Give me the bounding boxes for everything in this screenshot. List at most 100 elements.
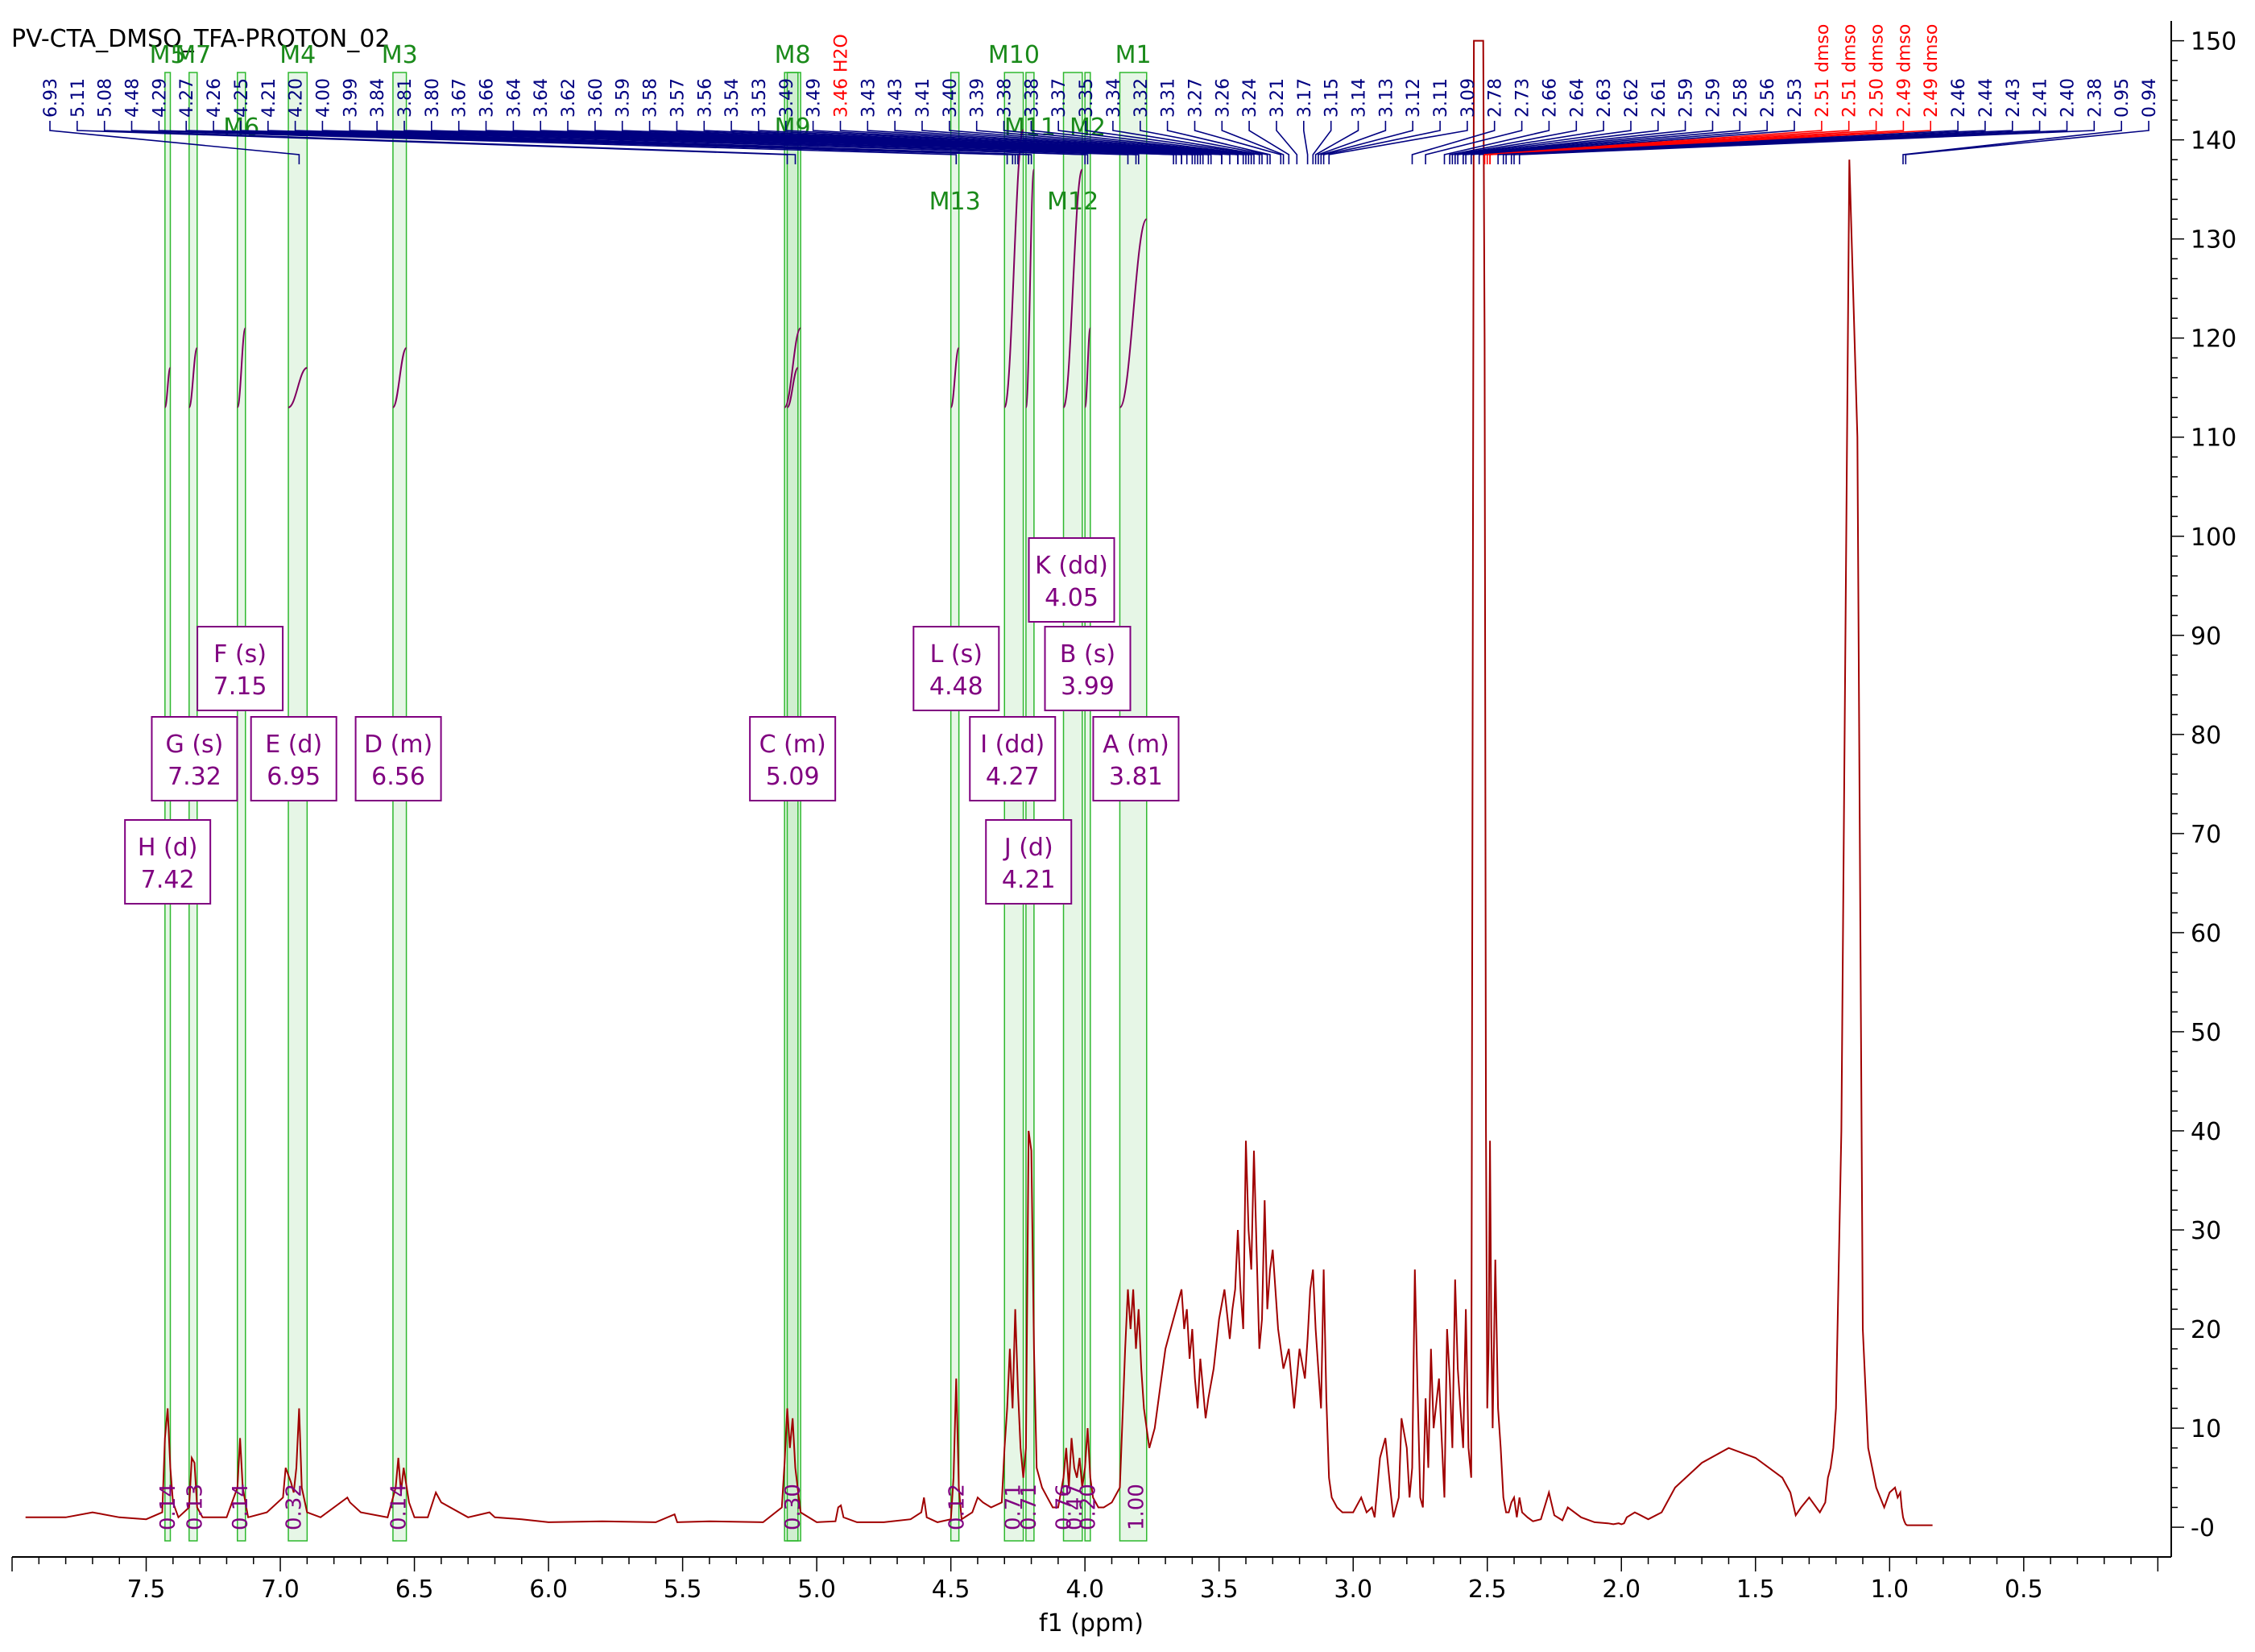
peak-label: 4.20 [287,78,307,118]
multiplet-name-m12: M12 [1047,188,1099,216]
peak-label: 4.21 [259,78,279,118]
multiplet-region-m3 [392,72,408,1542]
peak-connector [294,121,1032,164]
x-tick-label: 2.5 [1468,1575,1507,1604]
assignment-letter: K (dd) [1035,552,1108,580]
peak-label: 0.94 [2140,78,2160,118]
y-tick-label: 70 [2191,821,2221,849]
peak-label: 3.39 [968,78,988,118]
peak-label: 4.29 [150,78,170,118]
peak-label: 2.50 dmso [1868,24,1888,118]
peak-label: 2.49 dmso [1922,24,1942,118]
integral-curve-m5 [163,366,172,408]
assignment-letter: L (s) [930,640,983,669]
peak-connector [1322,121,1441,164]
spectrum-trace [25,39,1933,1526]
integral-curve-m9 [786,366,799,408]
integral-value: 0.71 [1001,1484,1025,1530]
peak-connector [812,121,1223,164]
multiplet-region-m6 [237,72,246,1542]
multiplet-name-m7: M7 [175,41,211,69]
assignment-shift: 7.32 [168,763,221,791]
assignment-letter: A (m) [1103,731,1169,759]
multiplet-name-m5: M5 [150,41,186,69]
peak-label: 3.67 [450,78,470,118]
peak-label: 2.56 [1758,78,1778,118]
peak-label: 3.24 [1240,78,1260,118]
peak-connector [676,121,1202,164]
integral-value: 0.14 [156,1484,180,1530]
assignment-shift: 4.05 [1045,584,1099,612]
x-tick-label: 7.5 [127,1575,166,1604]
multiplet-name-m13: M13 [929,188,981,216]
peak-connector [1328,121,1468,164]
peak-label: 2.46 [1949,78,1969,118]
multiplet-name-m3: M3 [382,41,418,69]
peak-connector [839,121,1231,164]
peak-connector [1312,121,1332,164]
peak-connector [921,121,1244,164]
peak-label: 2.58 [1731,78,1751,118]
peak-label: 2.51 dmso [1813,24,1833,118]
assignment-box [1028,537,1115,623]
peak-label: 3.14 [1350,78,1370,118]
peak-connectors [49,121,2149,164]
assignment-box [124,819,212,905]
y-axis: -0 10 20 30 40 50 60 70 80 90 100 110 120 130 140 150 [2170,21,2236,1557]
assignment-boxes: H (d) 7.42 G (s) 7.32 F (s) 7.15 E (d) 6.95 D (m… [124,537,1180,905]
x-axis: 7.5 7.0 6.5 6.0 5.5 5.0 4.5 4.0 3.5 3.0 2.5 2.0 1.5 1… [11,1556,2171,1604]
peak-connector [1057,121,1255,164]
peak-connector [1248,121,1290,164]
peak-label: 3.43 [886,78,906,118]
peak-label: 3.46 H2O [832,34,852,118]
peak-label: 2.44 [1976,78,1996,118]
chart-title: PV-CTA_DMSO_TFA-PROTON_02 [11,25,390,53]
multiplet-name-m10: M10 [988,41,1040,69]
peak-label: 3.58 [641,78,661,118]
peak-label: 3.49 [777,78,797,118]
x-tick-label: 3.0 [1334,1575,1372,1604]
peak-label: 4.26 [205,78,225,118]
peak-connector [703,121,1204,164]
assignment-box [197,626,284,711]
integral-values: 0.14 0.13 0.14 0.32 0.14 0.30 0.12 0.710.71 0.76… [156,1484,1148,1530]
peak-label: 3.38 [995,78,1016,118]
peak-label: 3.37 [1049,78,1070,118]
integral-value: 0.14 [387,1484,412,1530]
peak-connector [1502,121,1986,164]
x-tick-label: 4.5 [932,1575,970,1604]
peak-label: 3.27 [1186,78,1206,118]
peak-connector [349,121,1089,164]
spectrum-layer [25,39,1933,1526]
assignment-letter: B (s) [1060,640,1115,669]
peak-label: 5.08 [96,78,116,118]
peak-label: 4.25 [232,78,252,118]
peak-label: 3.41 [913,78,933,118]
y-tick-label: 130 [2191,226,2236,255]
peak-connector [758,121,1212,164]
peak-label: 0.95 [2112,78,2133,118]
assignment-box [151,716,238,801]
peak-label: 3.66 [478,78,498,118]
y-tick-label: 60 [2191,920,2221,948]
peak-label: 3.60 [586,78,606,118]
peak-connector [1451,121,1604,164]
peak-connector [1483,121,1850,164]
peak-connector [1314,121,1359,164]
integral-value: 0.12 [945,1484,969,1530]
peak-connector [1320,121,1413,164]
peak-connector [1112,121,1263,164]
assignment-shift: 6.95 [267,763,321,791]
x-tick-label: 1.5 [1736,1575,1775,1604]
multiplet-region-m2 [1084,72,1091,1542]
peak-label: 3.21 [1268,78,1288,118]
peak-connector [1510,121,2041,164]
assignment-shift: 4.27 [986,763,1040,791]
x-tick-label: 1.0 [1870,1575,1909,1604]
peak-label: 3.11 [1431,78,1451,118]
assignment-shift: 7.15 [213,673,267,701]
assignment-letter: J (d) [1003,834,1053,862]
peak-connector [130,121,958,164]
assignment-box [985,819,1073,905]
